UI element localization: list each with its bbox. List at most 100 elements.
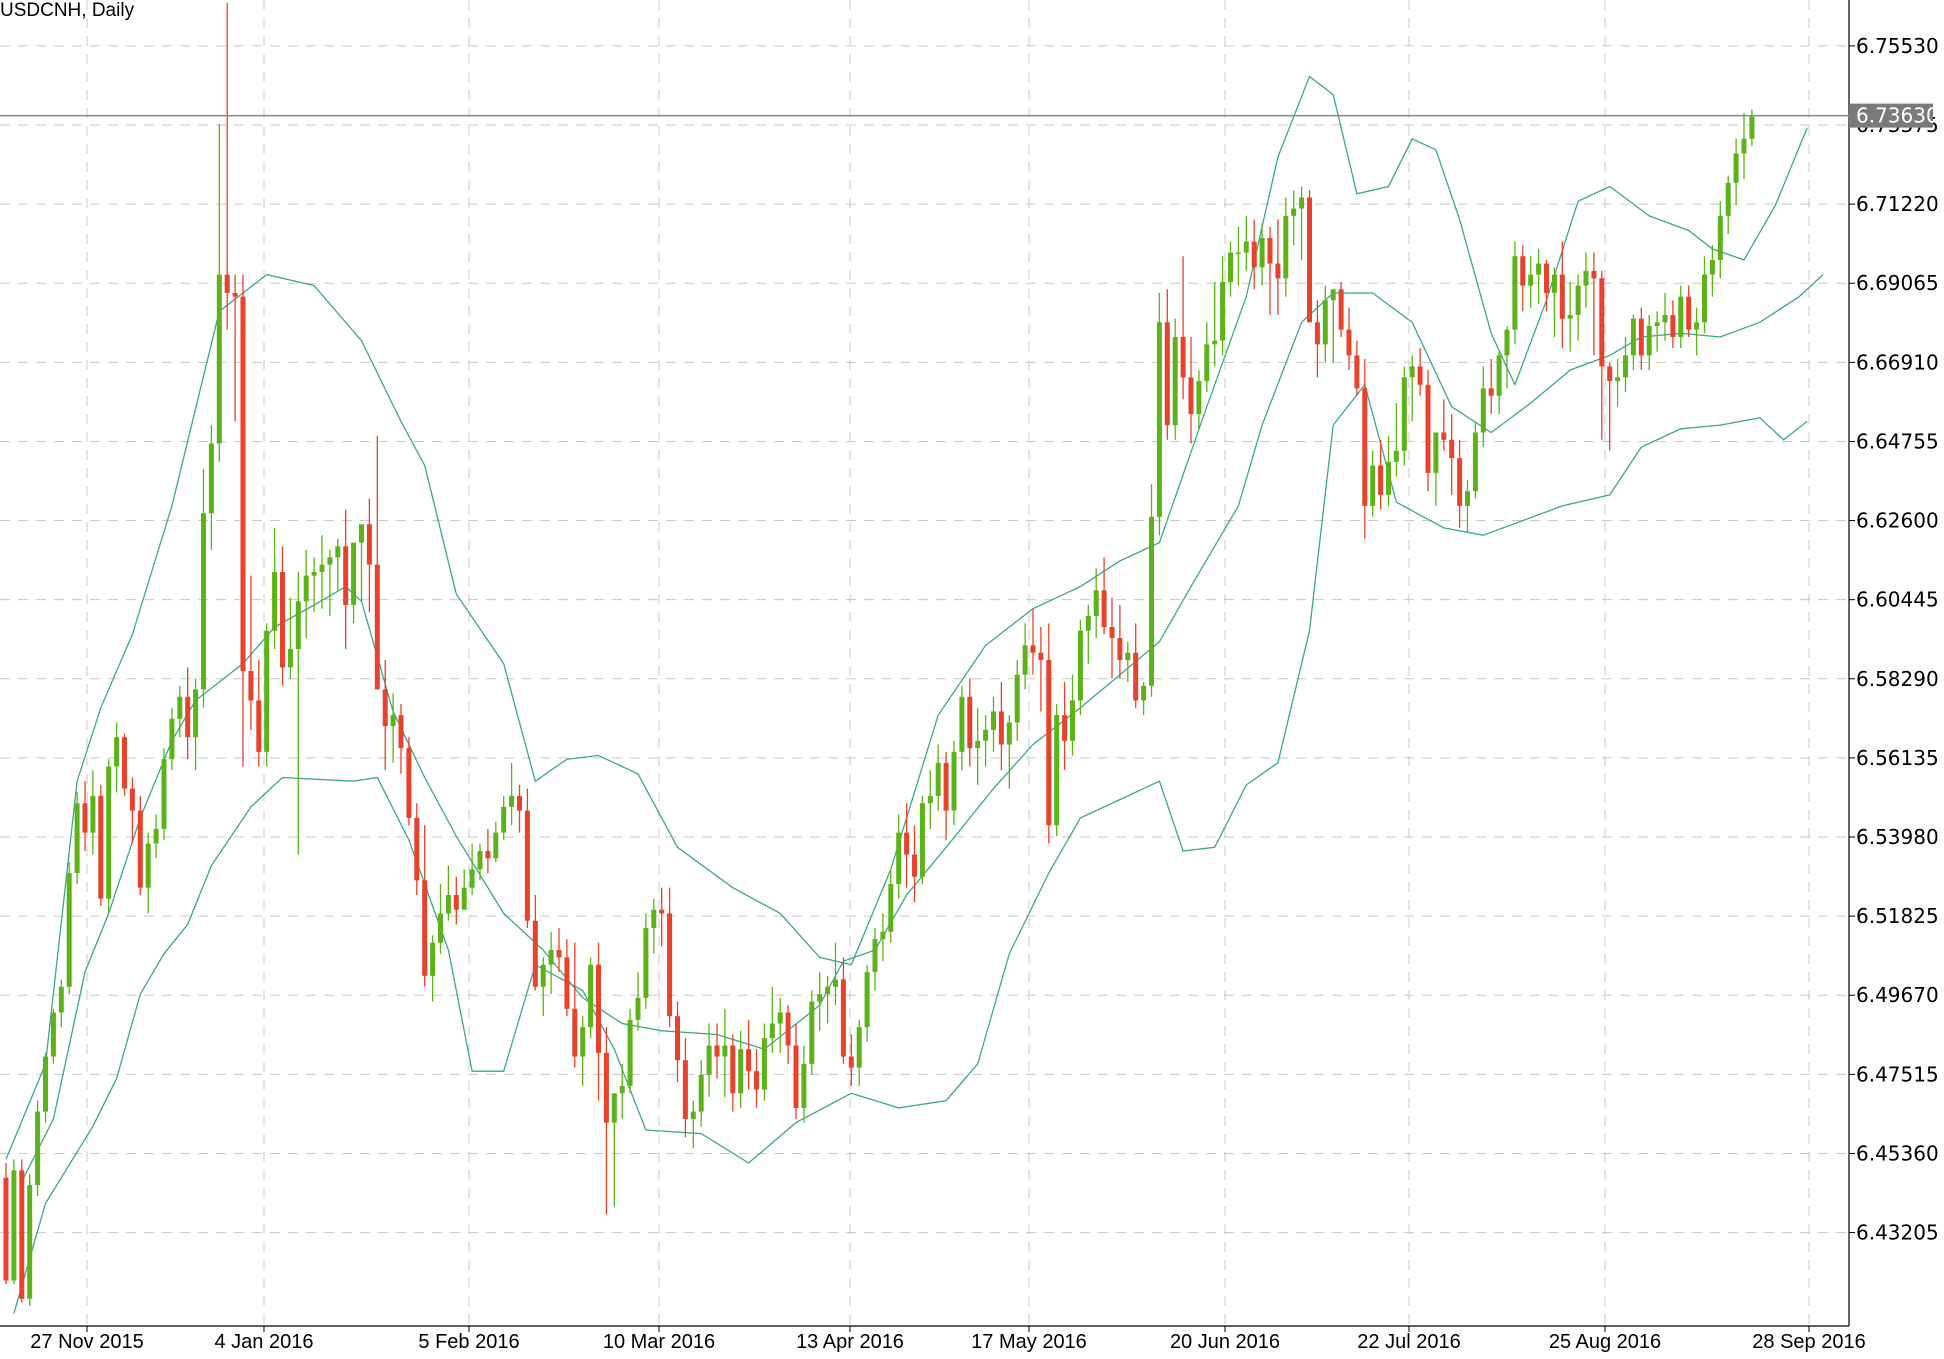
candle — [1267, 226, 1273, 315]
candle-body — [1623, 355, 1628, 378]
candle — [975, 707, 981, 785]
candle — [232, 274, 238, 422]
candle — [1283, 197, 1289, 297]
candle — [659, 887, 665, 947]
y-tick-label: 6.43205 — [1856, 1221, 1939, 1245]
candle — [1338, 281, 1344, 338]
candle-body — [11, 1170, 17, 1281]
candle — [1149, 483, 1154, 697]
candle-body — [1678, 296, 1684, 338]
candle — [1615, 359, 1621, 407]
candle — [1678, 285, 1684, 349]
candle — [912, 825, 917, 903]
candle — [438, 884, 443, 954]
candle-body — [1544, 263, 1549, 293]
candle-body — [1725, 182, 1731, 216]
candle — [556, 928, 562, 973]
y-tick-label: 6.51825 — [1856, 904, 1939, 928]
candle-body — [1354, 355, 1360, 389]
candle-body — [351, 542, 357, 605]
candle-body — [114, 737, 120, 767]
candle — [1512, 241, 1518, 345]
candle-body — [1686, 296, 1692, 330]
candle-body — [596, 964, 601, 1053]
candle — [169, 707, 175, 771]
x-tick-label: 28 Sep 2016 — [1752, 1331, 1865, 1353]
candle — [1164, 289, 1170, 440]
candle — [825, 975, 831, 1024]
candle — [1014, 660, 1020, 741]
candle-body — [374, 564, 380, 690]
candle — [264, 623, 270, 767]
candle — [730, 1034, 736, 1112]
candle-body — [880, 931, 886, 940]
candle-body — [382, 689, 388, 727]
candle — [359, 524, 364, 602]
candle-body — [414, 817, 420, 881]
candle-body — [1583, 270, 1589, 286]
candle — [651, 898, 657, 954]
candle — [1741, 113, 1747, 180]
candle — [967, 678, 973, 767]
candle — [548, 931, 554, 995]
candle — [588, 957, 594, 1039]
candle-body — [1512, 256, 1518, 330]
candle-body — [1449, 439, 1455, 459]
candle — [485, 828, 491, 873]
candle-body — [1709, 259, 1715, 275]
candle — [667, 887, 673, 1028]
candle — [1670, 300, 1676, 349]
candle-body — [643, 928, 649, 998]
current-price-marker: 6.73630 — [0, 103, 1939, 128]
candle-body — [1093, 590, 1099, 617]
candle-body — [1551, 274, 1557, 293]
candle-body — [153, 828, 159, 844]
candle-body — [1022, 645, 1028, 675]
candle — [904, 803, 910, 888]
candle — [983, 715, 989, 767]
candle — [1433, 432, 1439, 506]
y-tick-label: 6.71220 — [1856, 192, 1939, 216]
candle-body — [1559, 274, 1565, 319]
candle — [540, 957, 546, 1017]
candle-body — [295, 601, 301, 650]
candle — [256, 660, 262, 767]
candle-body — [224, 274, 230, 293]
y-tick-label: 6.47515 — [1856, 1062, 1939, 1086]
candle-body — [967, 696, 973, 749]
candle-body — [959, 696, 965, 752]
candle-body — [904, 832, 910, 855]
candle — [129, 777, 135, 844]
candle — [1504, 325, 1510, 389]
y-tick-label: 6.49670 — [1856, 983, 1939, 1007]
candle-body — [1054, 715, 1060, 826]
candle-body — [1077, 630, 1083, 701]
candle-body — [627, 1019, 633, 1086]
candle-body — [659, 909, 665, 914]
candle — [675, 1001, 680, 1083]
candle-body — [1283, 215, 1289, 279]
candle — [927, 770, 933, 829]
x-tick-label: 10 Mar 2016 — [603, 1331, 715, 1353]
candle-body — [129, 788, 135, 811]
candle-body — [1125, 652, 1131, 661]
candle-body — [706, 1045, 712, 1075]
candle — [430, 935, 436, 1002]
candle-body — [1180, 337, 1186, 378]
candle-body — [1188, 377, 1194, 415]
candle-body — [445, 895, 451, 914]
candle — [1417, 348, 1423, 396]
candle-body — [840, 979, 846, 1057]
candle-body — [137, 810, 143, 888]
candle-body — [1425, 384, 1431, 473]
candle — [777, 997, 783, 1053]
candle-body — [517, 795, 522, 811]
candle — [754, 1049, 759, 1108]
candle-body — [888, 884, 894, 932]
candle-body — [319, 564, 325, 572]
candle — [19, 1159, 25, 1303]
candle — [327, 549, 333, 617]
candle-body — [556, 950, 562, 958]
candle — [240, 274, 246, 767]
candle-body — [769, 1023, 775, 1039]
